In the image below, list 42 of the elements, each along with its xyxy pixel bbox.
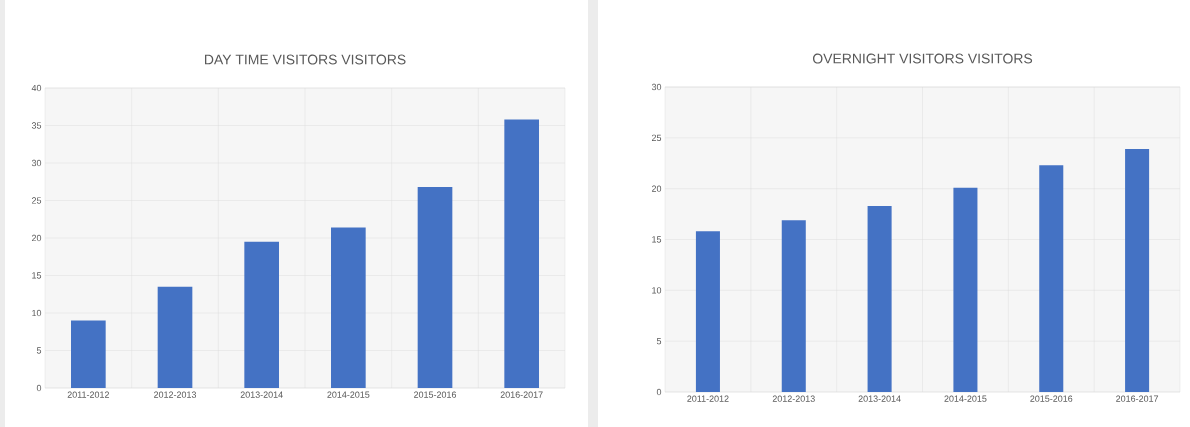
y-tick-label: 25 bbox=[31, 197, 42, 204]
chart-title: DAY TIME VISITORS VISITORS bbox=[205, 54, 406, 65]
y-tick-label: 15 bbox=[652, 236, 662, 243]
bar bbox=[71, 320, 106, 388]
x-tick-label: 2012-2013 bbox=[154, 391, 197, 398]
y-tick-label: 0 bbox=[656, 388, 662, 396]
x-tick-label: 2011-2012 bbox=[67, 391, 109, 398]
x-tick-label: 2016-2017 bbox=[1116, 395, 1159, 402]
x-tick-label: 2015-2016 bbox=[414, 391, 457, 398]
y-tick-label: 30 bbox=[31, 159, 42, 167]
x-tick-label: 2013-2014 bbox=[858, 395, 901, 402]
bar bbox=[953, 187, 978, 392]
y-tick-label: 35 bbox=[31, 122, 42, 129]
x-tick-label: 2015-2016 bbox=[1030, 395, 1073, 402]
y-tick-label: 0 bbox=[36, 384, 42, 392]
bar bbox=[695, 231, 720, 392]
x-tick-label: 2014-2015 bbox=[944, 395, 987, 402]
x-tick-label: 2013-2014 bbox=[240, 391, 283, 398]
y-tick-label: 10 bbox=[652, 287, 662, 294]
x-tick-label: 2016-2017 bbox=[500, 391, 543, 398]
y-tick-label: 30 bbox=[651, 83, 662, 91]
bar bbox=[157, 286, 193, 388]
bar bbox=[867, 205, 892, 392]
bar bbox=[1039, 165, 1064, 392]
bar bbox=[244, 241, 280, 388]
bar bbox=[331, 227, 366, 388]
y-tick-label: 10 bbox=[32, 309, 42, 317]
bar bbox=[504, 119, 540, 388]
x-tick-label: 2012-2013 bbox=[772, 395, 815, 402]
y-tick-label: 5 bbox=[656, 338, 662, 345]
y-tick-label: 20 bbox=[31, 234, 42, 242]
y-tick-label: 25 bbox=[651, 134, 662, 142]
y-tick-label: 20 bbox=[651, 185, 662, 192]
bar bbox=[781, 220, 806, 392]
bar bbox=[417, 187, 453, 388]
chart-title: OVERNIGHT VISITORS VISITORS bbox=[812, 53, 1033, 64]
bar bbox=[1125, 149, 1150, 392]
x-tick-label: 2011-2012 bbox=[687, 395, 729, 402]
x-tick-label: 2014-2015 bbox=[327, 391, 370, 398]
y-tick-label: 40 bbox=[31, 84, 42, 92]
y-tick-label: 5 bbox=[36, 347, 42, 354]
y-tick-label: 15 bbox=[32, 272, 42, 279]
